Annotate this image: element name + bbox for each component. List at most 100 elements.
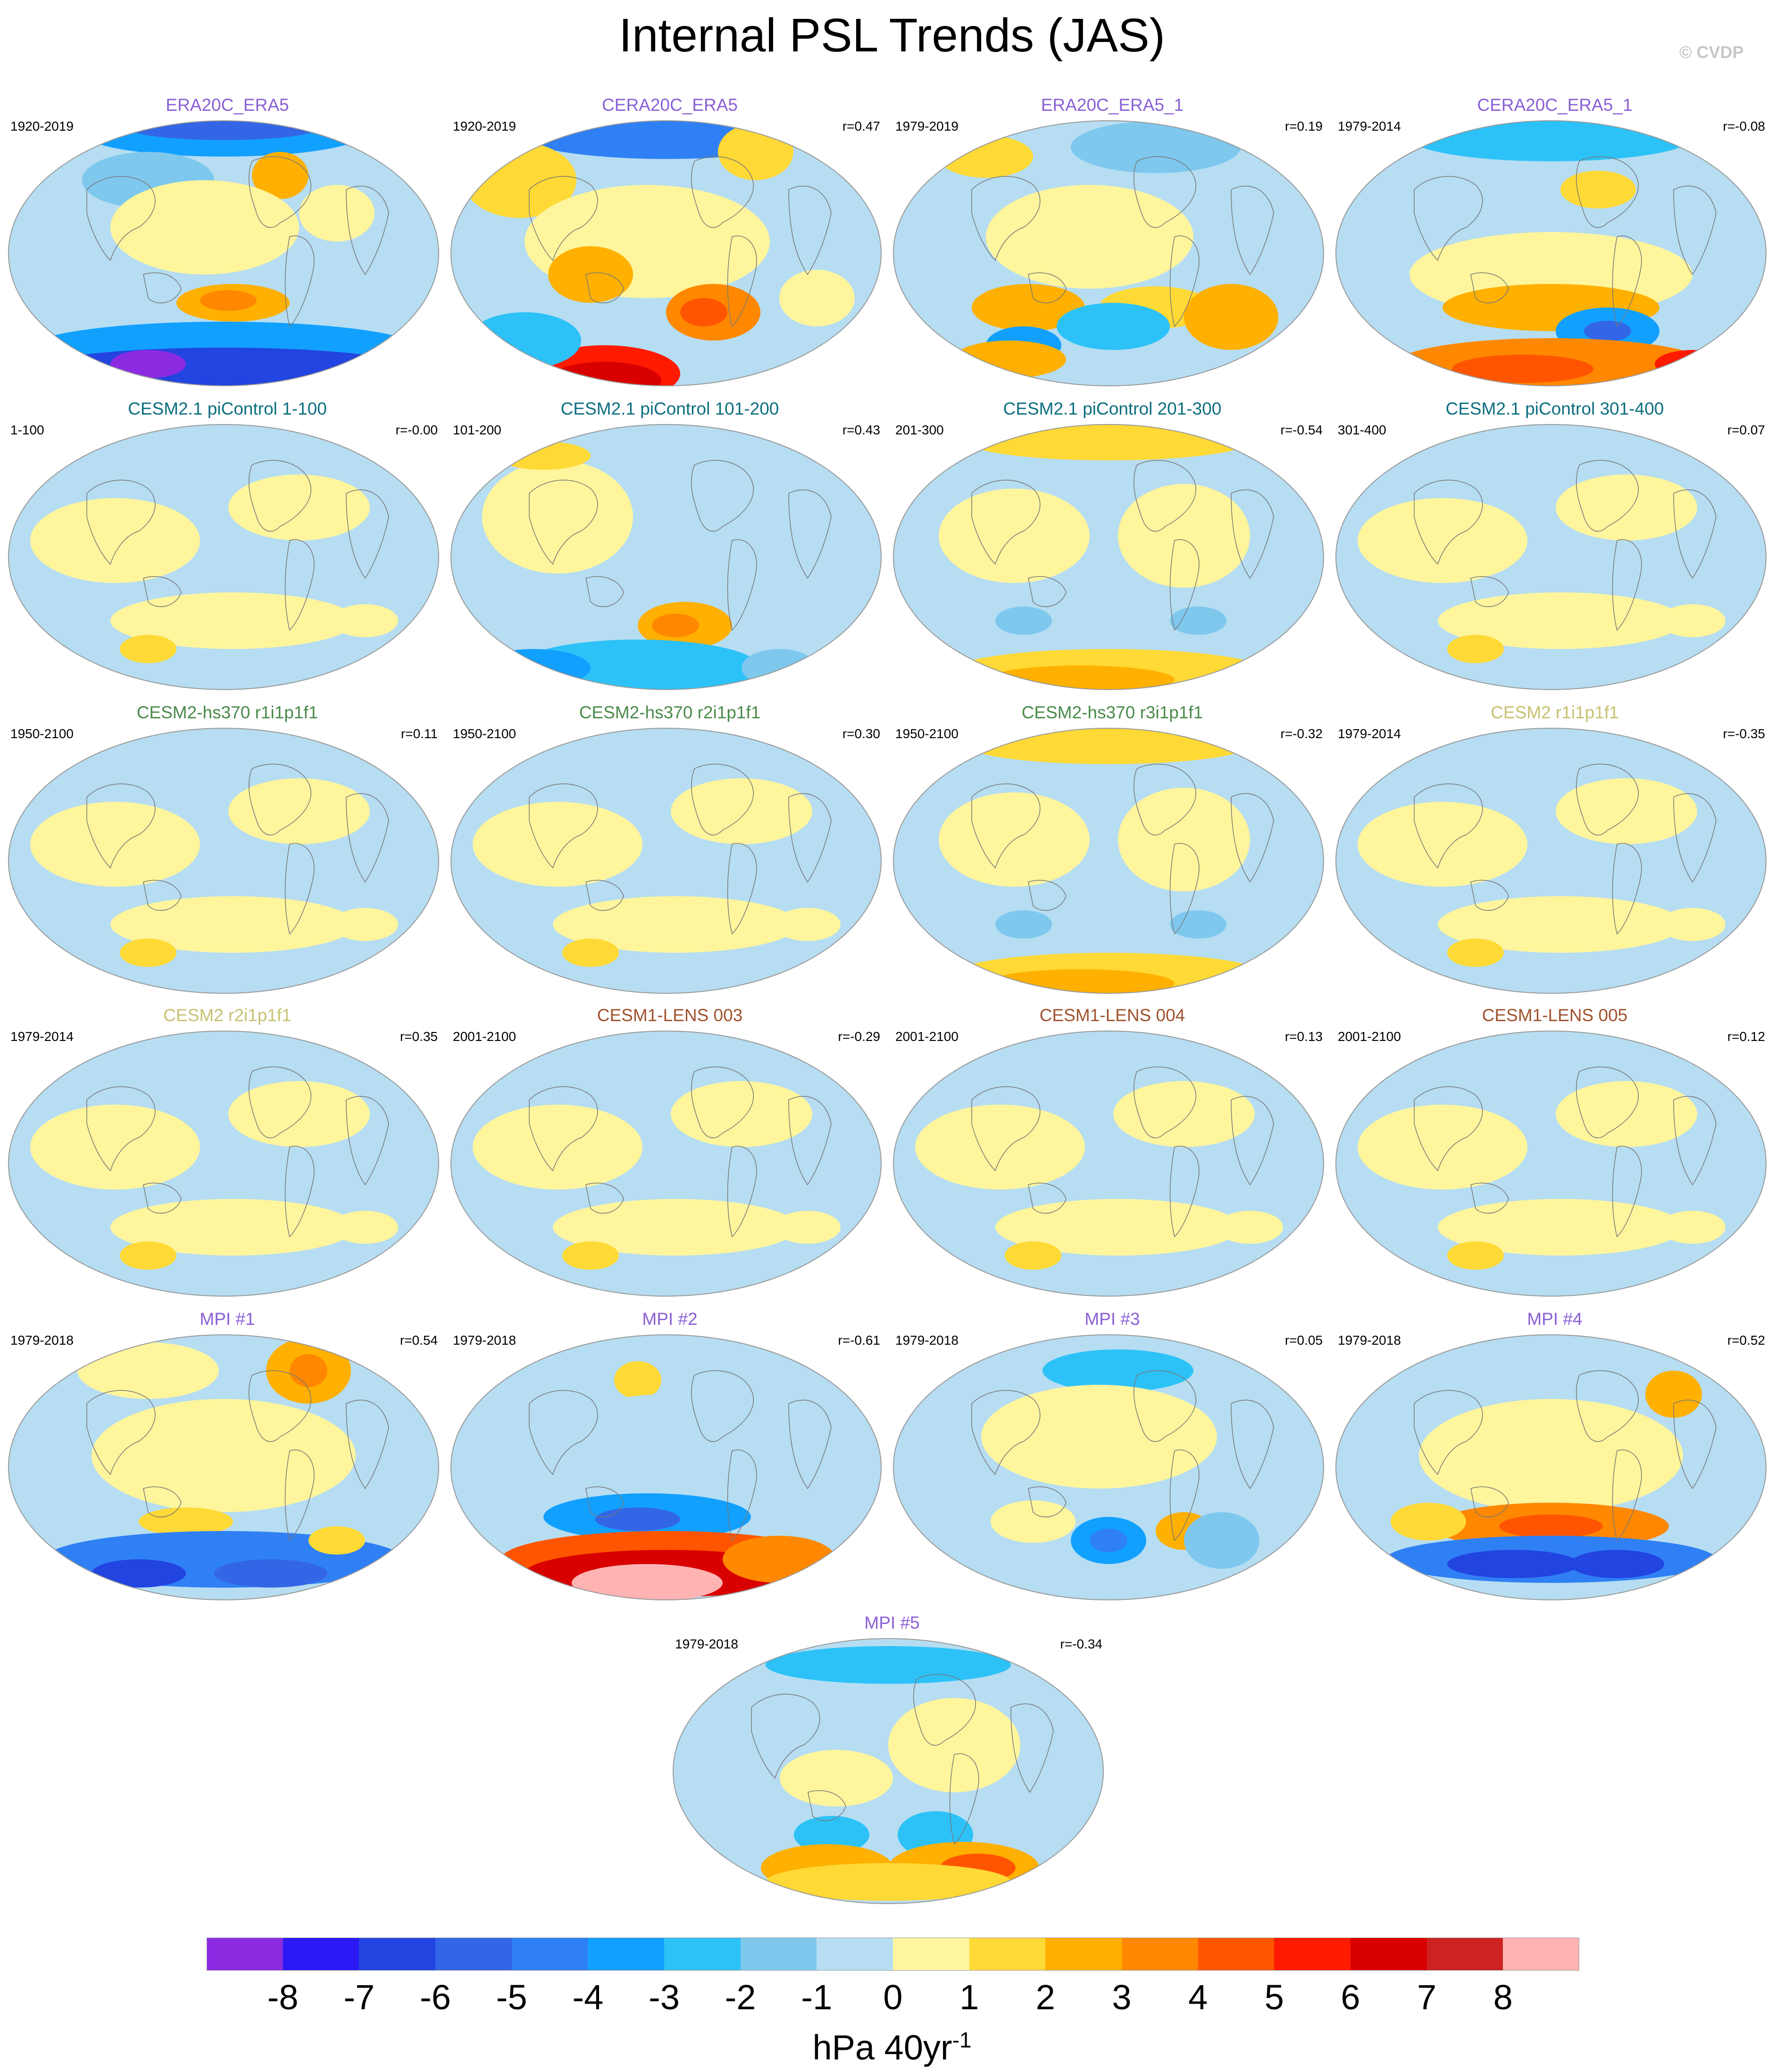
colorbar-tick: -3 — [649, 1978, 680, 2017]
coastline — [1576, 1370, 1639, 1442]
trend-contour — [1042, 1349, 1193, 1392]
panel-period: 1979-2019 — [895, 119, 959, 133]
panel-title: CESM2-hs370 r1i1p1f1 — [136, 703, 318, 722]
map-border — [673, 1638, 1104, 1904]
coastline — [1028, 1486, 1067, 1518]
panel-correlation: r=-0.54 — [1280, 423, 1323, 437]
coastline — [727, 539, 757, 631]
map-panel: CESM2 r2i1p1f1 1979-2014 r=0.35 — [7, 1005, 448, 1316]
figure-title: Internal PSL Trends (JAS) — [619, 9, 1165, 62]
colorbar-swatch — [740, 1938, 817, 1971]
trend-contour — [981, 1385, 1217, 1489]
coastline — [346, 489, 389, 579]
coastline — [346, 1096, 389, 1186]
world-map — [450, 424, 882, 690]
trend-contour — [1447, 939, 1504, 967]
panel-title: MPI #4 — [1527, 1309, 1583, 1329]
coastline — [1028, 576, 1067, 607]
panel-correlation: r=0.52 — [1727, 1333, 1765, 1348]
panel-period: 1-100 — [10, 423, 44, 437]
coastline — [143, 272, 182, 304]
map-border — [8, 1334, 439, 1600]
coastline — [248, 460, 311, 532]
trend-contour — [308, 1526, 365, 1555]
coastline — [727, 843, 757, 935]
trend-contour — [553, 1199, 798, 1256]
panel-period: 1979-2014 — [1338, 119, 1401, 133]
map-panel: CERA20C_ERA5_1 1979-2014 r=-0.08 — [1334, 94, 1776, 406]
coastline — [1231, 793, 1274, 883]
trend-contour — [779, 270, 855, 326]
panel-title: CESM2-hs370 r2i1p1f1 — [579, 703, 761, 722]
trend-contour — [671, 778, 812, 844]
colorbar-tick: -5 — [496, 1978, 527, 2017]
panel-correlation: r=0.11 — [400, 726, 438, 741]
coastline — [143, 1486, 182, 1518]
colorbar-tick: 1 — [959, 1978, 979, 2017]
trend-contour — [1584, 321, 1631, 341]
trend-contour — [1184, 284, 1278, 350]
coastline — [143, 576, 182, 607]
map-border — [450, 1031, 882, 1297]
trend-contour — [30, 498, 200, 583]
trend-contour — [468, 312, 581, 369]
coastline — [1612, 539, 1642, 631]
coastline — [284, 843, 315, 935]
panel-period: 201-300 — [895, 423, 944, 437]
colorbar-tick: 5 — [1264, 1978, 1284, 2017]
trend-contour — [473, 802, 642, 887]
coastline — [1028, 1182, 1067, 1214]
panel-title: MPI #1 — [200, 1309, 255, 1329]
map-border — [8, 120, 439, 386]
coastline — [1028, 880, 1067, 911]
map-panel: CESM2.1 piControl 301-400 301-400 r=0.07 — [1334, 398, 1776, 709]
map-border — [893, 1334, 1324, 1600]
colorbar-swatch — [1122, 1938, 1199, 1971]
coastline — [284, 1449, 315, 1541]
coastline — [1231, 1096, 1274, 1186]
coastline — [284, 1146, 315, 1238]
coastline — [913, 1674, 976, 1746]
trend-contour — [92, 1399, 356, 1512]
panel-period: 1979-2014 — [10, 1029, 74, 1044]
panel-correlation: r=0.54 — [400, 1333, 438, 1348]
trend-contour — [290, 1354, 327, 1387]
trend-contour — [553, 896, 798, 953]
panel-period: 1950-2100 — [895, 726, 959, 741]
panel-correlation: r=0.47 — [842, 119, 880, 133]
coastline — [1612, 235, 1642, 327]
coastline — [949, 1753, 979, 1845]
coastline — [86, 1086, 156, 1172]
trend-contour — [77, 1342, 219, 1399]
colorbar-swatch — [1351, 1938, 1427, 1971]
coastline — [585, 1486, 624, 1518]
colorbar-swatch — [359, 1938, 436, 1971]
trend-contour — [562, 1241, 619, 1270]
trend-contour — [995, 1199, 1241, 1256]
coastline — [691, 460, 754, 532]
coastline — [585, 576, 624, 607]
world-map — [450, 728, 882, 994]
panel-period: 1979-2018 — [895, 1333, 959, 1348]
trend-contour — [1556, 778, 1697, 844]
colorbar-swatch — [1045, 1938, 1122, 1971]
panel-correlation: r=0.30 — [842, 726, 880, 741]
trend-contour — [1391, 1503, 1466, 1540]
panel-period: 1979-2018 — [453, 1333, 516, 1348]
trend-contour — [92, 1559, 186, 1588]
panel-correlation: r=-0.00 — [395, 423, 438, 437]
trend-contour — [120, 939, 176, 967]
panel-period: 1920-2019 — [10, 119, 74, 133]
colorbar-swatch — [511, 1938, 588, 1971]
coastline — [1470, 272, 1509, 304]
trend-contour — [1447, 1550, 1579, 1578]
map-panel: CESM2.1 piControl 1-100 1-100 r=-0.00 — [7, 398, 448, 709]
coastline — [1470, 1486, 1509, 1518]
colorbar-swatch — [435, 1938, 512, 1971]
world-map — [450, 120, 882, 386]
trend-contour — [995, 910, 1052, 939]
trend-contour — [1659, 604, 1726, 637]
panel-period: 101-200 — [453, 423, 501, 437]
coastline — [1673, 1399, 1717, 1490]
trend-contour — [30, 802, 200, 887]
